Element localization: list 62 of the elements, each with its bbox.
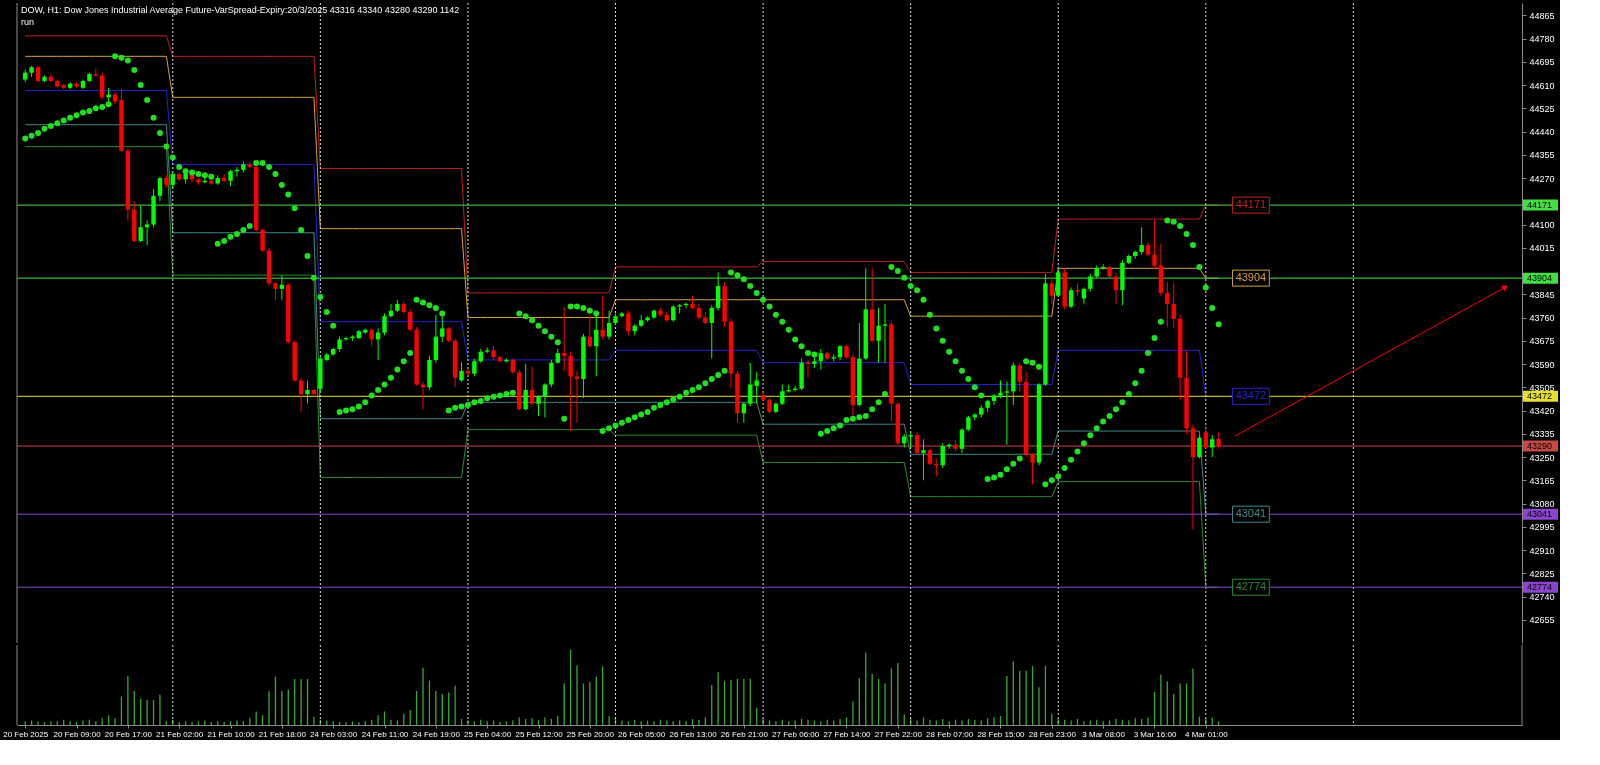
x-tick-label: 25 Feb 04:00 (464, 729, 512, 739)
y-tick-label: 43505 (1529, 382, 1555, 393)
x-tick-label: 20 Feb 17:00 (104, 729, 153, 739)
y-tick-label: 42655 (1529, 615, 1555, 626)
x-tick-label: 24 Feb 19:00 (412, 729, 461, 739)
x-tick-label: 26 Feb 21:00 (720, 729, 769, 739)
y-tick-label: 44355 (1529, 150, 1555, 161)
x-tick-label: 25 Feb 20:00 (566, 729, 615, 739)
y-tick-label: 44270 (1529, 173, 1555, 184)
x-tick-label: 20 Feb 2025 (3, 729, 49, 739)
data-label: 42774 (1235, 580, 1267, 593)
x-tick-label: 26 Feb 05:00 (618, 729, 666, 739)
x-tick-label: 20 Feb 09:00 (53, 729, 102, 739)
x-tick-label: 27 Feb 06:00 (772, 729, 820, 739)
y-tick-label: 42825 (1529, 568, 1555, 579)
y-tick-label: 44100 (1529, 220, 1555, 231)
y-tick-label: 43845 (1529, 289, 1555, 300)
x-tick-label: 21 Feb 02:00 (156, 729, 204, 739)
x-tick-label: 3 Mar 08:00 (1082, 729, 1126, 739)
x-tick-label: 24 Feb 11:00 (361, 729, 409, 739)
x-tick-label: 26 Feb 13:00 (669, 729, 718, 739)
x-tick-label: 27 Feb 22:00 (874, 729, 923, 739)
chart-title: DOW, H1: Dow Jones Industrial Average Future-VarSpread-Expiry:20/3/2025 43316 43340 43280 43290 1142 (21, 5, 460, 15)
data-label: 43041 (1235, 507, 1267, 520)
x-tick-label: 27 Feb 14:00 (823, 729, 872, 739)
ref-line-label: 43904 (1527, 273, 1553, 284)
y-tick-label: 44695 (1529, 57, 1555, 68)
ref-line-label: 42774 (1527, 582, 1553, 593)
y-tick-label: 44015 (1529, 243, 1555, 254)
y-tick-label: 43675 (1529, 336, 1555, 347)
x-tick-label: 28 Feb 15:00 (977, 729, 1026, 739)
y-tick-label: 42995 (1529, 522, 1555, 533)
x-tick-label: 24 Feb 03:00 (310, 729, 358, 739)
y-tick-label: 44780 (1529, 34, 1555, 45)
x-tick-label: 21 Feb 18:00 (258, 729, 307, 739)
y-tick-label: 42740 (1529, 592, 1555, 602)
y-tick-label: 43760 (1529, 313, 1555, 324)
x-tick-label: 21 Feb 10:00 (207, 729, 256, 739)
x-tick-label: 3 Mar 16:00 (1133, 729, 1177, 739)
y-tick-label: 44525 (1529, 103, 1555, 114)
text: run (21, 17, 35, 27)
y-tick-label: 43165 (1529, 475, 1555, 486)
x-tick-label: 25 Feb 12:00 (515, 729, 564, 739)
y-tick-label: 43080 (1529, 499, 1555, 510)
ref-line-label: 43290 (1527, 441, 1553, 452)
data-label: 43472 (1235, 389, 1267, 402)
y-tick-label: 44440 (1529, 127, 1555, 138)
y-tick-label: 43250 (1529, 452, 1555, 463)
y-tick-label: 43335 (1529, 429, 1555, 440)
y-tick-label: 43420 (1529, 406, 1555, 417)
x-tick-label: 4 Mar 01:00 (1184, 729, 1229, 739)
x-tick-label: 28 Feb 23:00 (1028, 729, 1077, 739)
y-tick-label: 42910 (1529, 545, 1555, 556)
ref-line-label: 43472 (1527, 391, 1553, 402)
x-tick-label: 28 Feb 07:00 (926, 729, 974, 739)
y-tick-label: 44865 (1529, 10, 1555, 21)
y-tick-label: 43590 (1529, 359, 1555, 370)
y-tick-label: 44610 (1529, 80, 1555, 91)
ref-line-label: 43041 (1527, 509, 1553, 520)
ref-line-label: 44171 (1527, 200, 1553, 211)
data-label: 44171 (1235, 198, 1267, 211)
data-label: 43904 (1235, 271, 1267, 284)
